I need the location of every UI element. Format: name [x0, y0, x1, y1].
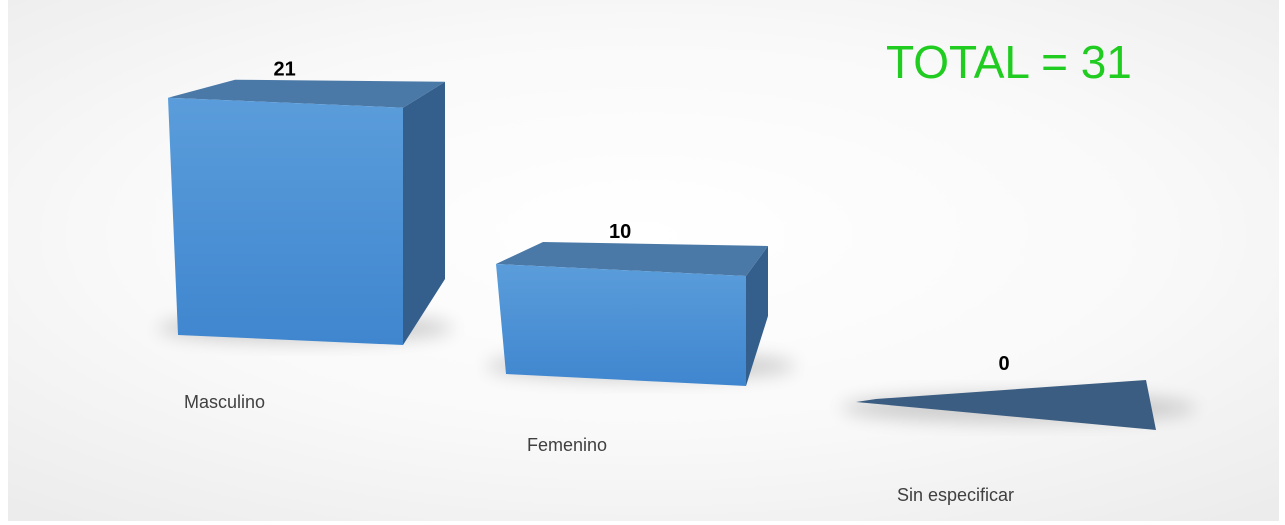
bar-side-femenino	[746, 246, 768, 386]
bar-chart-3d: 21 Masculino 10 Femenino 0 Sin especificar TO…	[158, 36, 1196, 505]
bar-front-masculino[interactable]	[168, 97, 403, 345]
bar-top-femenino	[496, 242, 768, 276]
bar-slab-sin-especificar[interactable]	[856, 380, 1156, 430]
data-label: 21	[274, 59, 296, 81]
category-label: Femenino	[527, 435, 607, 455]
data-label: 10	[609, 221, 631, 243]
total-annotation: TOTAL = 31	[886, 36, 1132, 88]
bar-front-femenino[interactable]	[496, 264, 746, 386]
bar-top-masculino	[168, 79, 445, 108]
chart-area: 21 Masculino 10 Femenino 0 Sin especificar TO…	[8, 0, 1279, 521]
bar-side-masculino	[403, 81, 445, 345]
category-label: Masculino	[184, 392, 265, 412]
data-label: 0	[999, 353, 1010, 375]
category-label: Sin especificar	[897, 485, 1014, 505]
